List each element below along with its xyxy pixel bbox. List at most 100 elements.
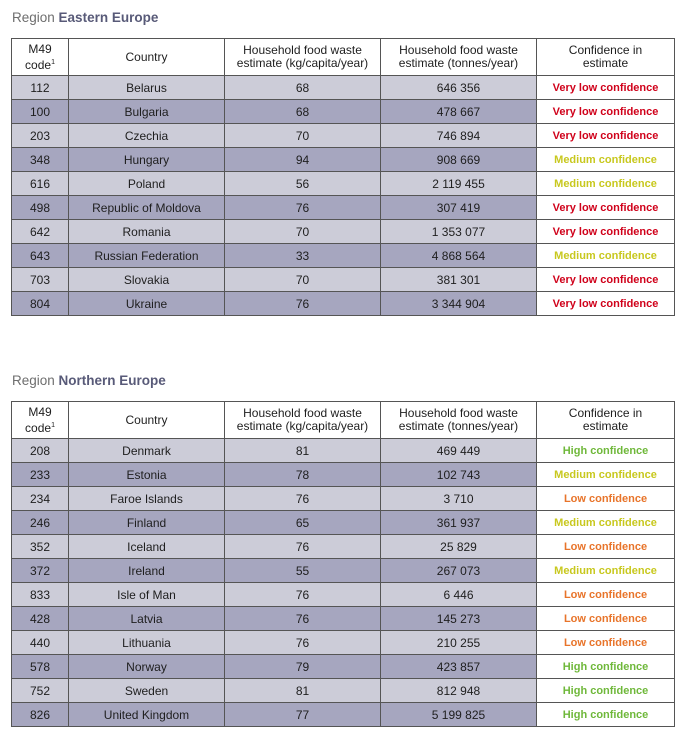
country-header: Country: [68, 38, 225, 76]
kg-per-capita-cell: 33: [224, 243, 381, 268]
region-title-eastern-europe: Region Eastern Europe: [12, 10, 158, 25]
kg-per-capita-cell: 55: [224, 558, 381, 583]
m49-code-cell: 642: [11, 219, 69, 244]
table-row: 203 Czechia 70 746 894 Very low confidence: [11, 123, 675, 148]
tonnes-cell: 3 344 904: [380, 291, 537, 316]
confidence-cell: Very low confidence: [536, 267, 675, 292]
kg-per-capita-cell: 76: [224, 630, 381, 655]
kg-per-capita-cell: 94: [224, 147, 381, 172]
confidence-cell: Very low confidence: [536, 195, 675, 220]
country-cell: Latvia: [68, 606, 225, 631]
confidence-cell: High confidence: [536, 654, 675, 679]
m49-header-line2: code: [25, 420, 52, 435]
kg-header-line2: estimate (kg/capita/year): [236, 419, 369, 433]
tonnes-header-line1: Household food waste: [399, 43, 518, 57]
footnote-marker: 1: [51, 421, 55, 429]
kg-per-capita-cell: 56: [224, 171, 381, 196]
table-row: 208 Denmark 81 469 449 High confidence: [11, 438, 675, 463]
country-header: Country: [68, 401, 225, 439]
m49-code-cell: 703: [11, 267, 69, 292]
region-name: Northern Europe: [58, 373, 166, 388]
country-cell: Iceland: [68, 534, 225, 559]
region-prefix: Region: [12, 10, 55, 25]
table-row: 112 Belarus 68 646 356 Very low confidence: [11, 75, 675, 100]
table-header-row: M49 code1 Country Household food waste e…: [11, 401, 675, 439]
confidence-cell: Low confidence: [536, 630, 675, 655]
kg-per-capita-cell: 78: [224, 462, 381, 487]
country-cell: Ukraine: [68, 291, 225, 316]
country-cell: Bulgaria: [68, 99, 225, 124]
m49-code-cell: 233: [11, 462, 69, 487]
tonnes-cell: 1 353 077: [380, 219, 537, 244]
m49-header: M49 code1: [11, 401, 69, 439]
m49-code-cell: 833: [11, 582, 69, 607]
region-prefix: Region: [12, 373, 55, 388]
country-cell: Belarus: [68, 75, 225, 100]
m49-header-line1: M49: [28, 404, 52, 419]
m49-code-cell: 616: [11, 171, 69, 196]
confidence-header-line1: Confidence in: [568, 406, 643, 420]
tonnes-cell: 361 937: [380, 510, 537, 535]
country-cell: Poland: [68, 171, 225, 196]
m49-code-cell: 372: [11, 558, 69, 583]
confidence-header: Confidence in estimate: [536, 401, 675, 439]
m49-code-cell: 246: [11, 510, 69, 535]
country-cell: Lithuania: [68, 630, 225, 655]
table-row: 752 Sweden 81 812 948 High confidence: [11, 678, 675, 703]
region-name: Eastern Europe: [58, 10, 159, 25]
kg-per-capita-cell: 79: [224, 654, 381, 679]
confidence-header-line2: estimate: [582, 56, 629, 70]
table-row: 100 Bulgaria 68 478 667 Very low confidence: [11, 99, 675, 124]
country-cell: Finland: [68, 510, 225, 535]
region-title-northern-europe: Region Northern Europe: [12, 373, 166, 388]
kg-per-capita-cell: 76: [224, 534, 381, 559]
table-row: 428 Latvia 76 145 273 Low confidence: [11, 606, 675, 631]
confidence-cell: Very low confidence: [536, 99, 675, 124]
country-cell: Ireland: [68, 558, 225, 583]
confidence-cell: Very low confidence: [536, 75, 675, 100]
m49-code-cell: 752: [11, 678, 69, 703]
tonnes-cell: 5 199 825: [380, 702, 537, 727]
kg-per-capita-cell: 68: [224, 75, 381, 100]
country-cell: Denmark: [68, 438, 225, 463]
table-row: 643 Russian Federation 33 4 868 564 Medium c…: [11, 243, 675, 268]
m49-code-cell: 428: [11, 606, 69, 631]
tonnes-header-line1: Household food waste: [399, 406, 518, 420]
m49-code-cell: 804: [11, 291, 69, 316]
table-row: 616 Poland 56 2 119 455 Medium confidence: [11, 171, 675, 196]
m49-header: M49 code1: [11, 38, 69, 76]
tonnes-cell: 746 894: [380, 123, 537, 148]
confidence-cell: Low confidence: [536, 486, 675, 511]
kg-per-capita-cell: 76: [224, 582, 381, 607]
confidence-cell: Low confidence: [536, 534, 675, 559]
kg-per-capita-cell: 76: [224, 195, 381, 220]
confidence-cell: Very low confidence: [536, 291, 675, 316]
tonnes-header: Household food waste estimate (tonnes/ye…: [380, 401, 537, 439]
tonnes-cell: 145 273: [380, 606, 537, 631]
m49-code-cell: 578: [11, 654, 69, 679]
country-cell: Norway: [68, 654, 225, 679]
table-row: 234 Faroe Islands 76 3 710 Low confidence: [11, 486, 675, 511]
confidence-cell: Very low confidence: [536, 219, 675, 244]
m49-code-cell: 112: [11, 75, 69, 100]
kg-header: Household food waste estimate (kg/capita…: [224, 401, 381, 439]
confidence-cell: Medium confidence: [536, 147, 675, 172]
footnote-marker: 1: [51, 58, 55, 66]
tonnes-cell: 2 119 455: [380, 171, 537, 196]
country-cell: Estonia: [68, 462, 225, 487]
kg-per-capita-cell: 68: [224, 99, 381, 124]
eastern-europe-table: M49 code1 Country Household food waste e…: [11, 38, 675, 316]
m49-code-cell: 643: [11, 243, 69, 268]
confidence-header-line1: Confidence in: [568, 43, 643, 57]
confidence-cell: Medium confidence: [536, 171, 675, 196]
table-row: 826 United Kingdom 77 5 199 825 High confide…: [11, 702, 675, 727]
tonnes-cell: 908 669: [380, 147, 537, 172]
m49-code-cell: 826: [11, 702, 69, 727]
tonnes-cell: 646 356: [380, 75, 537, 100]
kg-per-capita-cell: 76: [224, 291, 381, 316]
table-row: 578 Norway 79 423 857 High confidence: [11, 654, 675, 679]
kg-per-capita-cell: 70: [224, 123, 381, 148]
confidence-cell: Medium confidence: [536, 462, 675, 487]
table-row: 804 Ukraine 76 3 344 904 Very low confidence: [11, 291, 675, 316]
m49-code-cell: 208: [11, 438, 69, 463]
